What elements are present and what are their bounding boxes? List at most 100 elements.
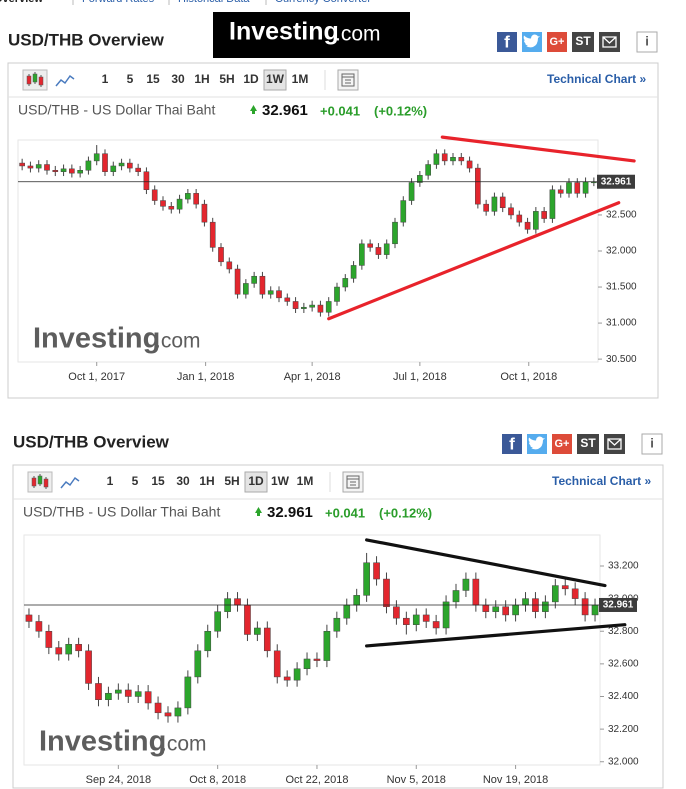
candle-body xyxy=(151,189,158,201)
technical-chart-link[interactable]: Technical Chart » xyxy=(552,474,651,488)
price-change: +0.041 xyxy=(325,505,365,520)
share-facebook[interactable] xyxy=(497,32,517,52)
interval-button[interactable]: 1D xyxy=(248,474,264,488)
candle-body xyxy=(393,606,400,619)
nav-link[interactable]: Historical Data xyxy=(178,0,250,5)
candle-body xyxy=(591,604,599,616)
interval-button[interactable]: 1H xyxy=(199,474,214,488)
info-button[interactable] xyxy=(636,31,658,53)
interval-button[interactable]: 5 xyxy=(127,72,134,86)
interval-selected xyxy=(263,69,287,91)
candle-body xyxy=(442,601,450,629)
nav-link[interactable]: Forward Rates xyxy=(82,0,155,5)
interval-button[interactable]: 1 xyxy=(107,474,114,488)
interval-button[interactable]: 15 xyxy=(151,474,165,488)
candle-body xyxy=(383,243,390,255)
price-change-pct: (+0.12%) xyxy=(379,505,432,520)
chart-frame xyxy=(7,62,659,399)
share-google[interactable] xyxy=(547,32,567,52)
candle-body xyxy=(450,157,456,162)
candle-body xyxy=(185,193,191,200)
interval-button[interactable]: 5H xyxy=(219,72,234,86)
x-tick-label: Sep 24, 2018 xyxy=(86,774,151,786)
candle-body xyxy=(375,247,382,255)
y-tick-label: 32.500 xyxy=(606,210,637,221)
candle-body xyxy=(93,153,100,162)
interval-button[interactable]: 1D xyxy=(243,72,259,86)
share-label: G+ xyxy=(550,36,565,48)
candle-body xyxy=(571,588,579,599)
candle-body xyxy=(432,621,440,629)
candle-body xyxy=(35,621,43,632)
candle-body xyxy=(333,617,341,632)
trend-line xyxy=(365,623,627,648)
share-label: G+ xyxy=(555,438,570,450)
candle-body xyxy=(160,200,166,207)
interval-button[interactable]: 15 xyxy=(146,72,160,86)
candle-body xyxy=(174,707,182,717)
x-tick-label: Jul 1, 2018 xyxy=(393,371,447,383)
interval-button[interactable]: 1 xyxy=(102,72,109,86)
interval-button[interactable]: 1H xyxy=(194,72,209,86)
candle-body xyxy=(491,196,498,212)
candle-body xyxy=(134,691,142,697)
line-type-button[interactable] xyxy=(60,476,80,489)
candle-body xyxy=(209,221,216,248)
instrument-price: 32.961 xyxy=(267,504,313,521)
x-tick-label: Oct 1, 2017 xyxy=(68,371,125,383)
line-type-button[interactable] xyxy=(55,74,75,87)
candle-body xyxy=(303,658,311,670)
share-google[interactable] xyxy=(552,434,572,454)
y-tick-label: 32.600 xyxy=(608,659,639,670)
candle-body xyxy=(164,712,172,717)
interval-button[interactable]: 30 xyxy=(171,72,185,86)
candle-body xyxy=(301,306,307,309)
trend-line xyxy=(440,135,636,163)
last-price-label: 32.961 xyxy=(601,176,632,187)
icon-body xyxy=(32,73,38,83)
share-stocktwits[interactable] xyxy=(577,434,599,454)
candle-body xyxy=(194,650,202,678)
candle-body xyxy=(522,598,529,606)
candle-body xyxy=(516,214,523,223)
candle-body xyxy=(45,630,53,648)
candle-body xyxy=(110,165,117,172)
candle-body xyxy=(483,203,489,212)
share-facebook[interactable] xyxy=(502,434,522,454)
candle-body xyxy=(55,647,63,655)
y-tick-label: 33.200 xyxy=(608,561,639,572)
interval-button[interactable]: 5H xyxy=(224,474,239,488)
interval-button[interactable]: 30 xyxy=(176,474,190,488)
candle-body xyxy=(359,243,365,266)
x-tick-label: Oct 22, 2018 xyxy=(285,774,348,786)
candle-body xyxy=(85,160,92,171)
interval-button[interactable]: 1W xyxy=(266,72,285,86)
share-mail[interactable] xyxy=(604,434,625,454)
share-mail[interactable] xyxy=(599,32,620,52)
overview-panel: USD/THB Overview f G+ ST i1 5 15 30 1H 5H 1D 1W 1M Te… xyxy=(12,432,664,789)
share-stocktwits[interactable] xyxy=(572,32,594,52)
candle-body xyxy=(85,650,92,684)
interval-button[interactable]: 1M xyxy=(297,474,314,488)
interval-button[interactable]: 1W xyxy=(271,474,290,488)
candle-body xyxy=(292,301,299,309)
interval-button[interactable]: 5 xyxy=(132,474,139,488)
nav-link[interactable]: Currency Converter xyxy=(275,0,371,5)
candle-body xyxy=(95,683,102,701)
technical-chart-link[interactable]: Technical Chart » xyxy=(547,72,646,86)
candle-body xyxy=(425,164,431,176)
interval-button[interactable]: 1M xyxy=(292,72,309,86)
candle-body xyxy=(105,692,112,701)
nav-link[interactable]: Overview xyxy=(0,0,43,5)
info-button[interactable] xyxy=(641,433,663,455)
candle-body xyxy=(226,261,233,270)
icon-body xyxy=(38,76,44,86)
candle-body xyxy=(143,171,150,190)
candle-body xyxy=(313,658,321,661)
candle-body xyxy=(284,297,291,302)
candle-body xyxy=(214,611,221,632)
settings-icon xyxy=(346,475,360,489)
candle-body xyxy=(542,601,549,612)
settings-icon xyxy=(341,73,355,87)
